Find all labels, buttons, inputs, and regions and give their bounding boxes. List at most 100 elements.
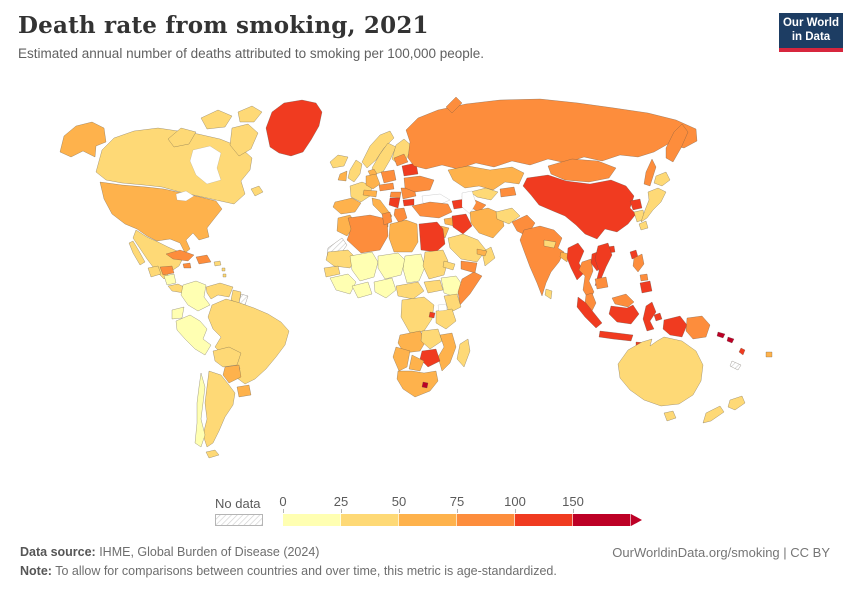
- new-zealand-south[interactable]: [702, 405, 725, 424]
- country-zimbabwe[interactable]: [419, 348, 441, 368]
- country-hungary[interactable]: [389, 191, 402, 199]
- country-venezuela[interactable]: [205, 282, 234, 300]
- legend-bin-150[interactable]: 150: [562, 494, 631, 526]
- tierra-del-fuego[interactable]: [205, 449, 220, 459]
- country-cambodia[interactable]: [594, 276, 609, 290]
- country-libya[interactable]: [388, 219, 419, 253]
- country-newfoundland[interactable]: [250, 185, 264, 197]
- country-north-korea[interactable]: [629, 198, 643, 211]
- country-peru[interactable]: [175, 314, 212, 356]
- legend-bin-100[interactable]: 100: [504, 494, 573, 526]
- country-bangladesh[interactable]: [559, 251, 570, 263]
- country-jamaica[interactable]: [182, 262, 192, 269]
- australia-tasmania[interactable]: [663, 410, 677, 422]
- country-uae[interactable]: [476, 248, 488, 257]
- philippines-mindanao[interactable]: [639, 280, 653, 294]
- country-serbia-balkans[interactable]: [388, 197, 401, 209]
- country-malaysia-peninsula[interactable]: [584, 292, 597, 312]
- arctic-island-1[interactable]: [167, 127, 197, 148]
- country-puerto-rico[interactable]: [213, 260, 222, 267]
- country-lesotho[interactable]: [421, 381, 429, 389]
- owid-logo[interactable]: Our World in Data: [779, 13, 843, 52]
- legend-colorbar[interactable]: 0 25 50 75 100 150: [279, 494, 631, 526]
- owid-link[interactable]: OurWorldinData.org/smoking | CC BY: [612, 545, 830, 560]
- country-egypt[interactable]: [418, 221, 446, 253]
- country-germany[interactable]: [365, 173, 381, 190]
- country-iran[interactable]: [469, 207, 505, 239]
- legend-bin-50[interactable]: 50: [392, 494, 457, 526]
- country-ecuador[interactable]: [171, 306, 185, 320]
- country-dr-congo[interactable]: [400, 296, 435, 334]
- country-mongolia[interactable]: [547, 158, 617, 183]
- country-guatemala[interactable]: [147, 265, 162, 278]
- country-eritrea[interactable]: [442, 260, 456, 271]
- lesser-antilles[interactable]: [221, 267, 227, 278]
- country-argentina[interactable]: [202, 370, 236, 448]
- country-south-africa[interactable]: [396, 370, 439, 398]
- philippines-luzon[interactable]: [632, 253, 645, 273]
- philippines-visayas[interactable]: [639, 273, 649, 282]
- country-kyrgyzstan-tajikistan[interactable]: [499, 186, 517, 198]
- indonesia-west-papua[interactable]: [662, 315, 688, 338]
- indonesia-maluku[interactable]: [653, 312, 663, 322]
- country-czechia-slovakia[interactable]: [378, 182, 395, 192]
- country-saudi-arabia[interactable]: [447, 233, 487, 263]
- malaysia-borneo[interactable]: [611, 293, 635, 308]
- country-zambia[interactable]: [420, 328, 443, 350]
- country-colombia[interactable]: [180, 280, 211, 312]
- country-south-sudan[interactable]: [423, 279, 444, 294]
- arctic-island-2[interactable]: [200, 109, 233, 130]
- country-kazakhstan[interactable]: [447, 165, 525, 191]
- country-ukraine[interactable]: [403, 175, 435, 193]
- japan-honshu[interactable]: [640, 187, 667, 223]
- country-afghanistan[interactable]: [495, 207, 521, 225]
- country-mexico-baja[interactable]: [128, 240, 146, 266]
- arctic-island-3[interactable]: [237, 105, 263, 123]
- arctic-island-baffin[interactable]: [229, 123, 259, 157]
- country-russia[interactable]: [405, 98, 698, 170]
- country-paraguay[interactable]: [222, 364, 242, 384]
- no-data-swatch[interactable]: [215, 514, 263, 526]
- country-papua-new-guinea[interactable]: [685, 315, 711, 340]
- country-sri-lanka[interactable]: [544, 288, 553, 300]
- legend-bin-25[interactable]: 25: [334, 494, 399, 526]
- japan-kyushu[interactable]: [638, 220, 649, 231]
- country-united-kingdom[interactable]: [347, 159, 363, 183]
- country-cameroon-car[interactable]: [395, 281, 425, 300]
- country-norway[interactable]: [361, 130, 395, 169]
- country-india[interactable]: [519, 225, 565, 297]
- country-bulgaria[interactable]: [402, 198, 415, 207]
- country-vanuatu[interactable]: [738, 347, 746, 356]
- country-namibia[interactable]: [392, 346, 411, 372]
- country-madagascar[interactable]: [456, 338, 471, 368]
- country-honduras[interactable]: [159, 265, 175, 276]
- japan-hokkaido[interactable]: [653, 171, 671, 187]
- country-mauritania[interactable]: [325, 249, 357, 269]
- country-guinea-region[interactable]: [329, 273, 357, 295]
- indonesia-sulawesi[interactable]: [642, 301, 657, 332]
- legend-bin-75[interactable]: 75: [450, 494, 515, 526]
- country-poland[interactable]: [380, 169, 397, 184]
- indonesia-java[interactable]: [598, 330, 634, 342]
- country-sudan[interactable]: [422, 249, 449, 280]
- country-canada[interactable]: [95, 127, 253, 205]
- country-iceland[interactable]: [329, 154, 349, 169]
- russia-novaya-zemlya[interactable]: [445, 96, 463, 114]
- legend-bin-0[interactable]: 0: [279, 494, 341, 526]
- country-tanzania[interactable]: [435, 308, 457, 330]
- country-spain-portugal[interactable]: [332, 197, 362, 215]
- country-austria-switzerland[interactable]: [362, 189, 378, 198]
- russia-kamchatka[interactable]: [665, 123, 689, 163]
- country-bolivia[interactable]: [212, 346, 242, 368]
- country-nicaragua[interactable]: [163, 273, 177, 286]
- country-alaska[interactable]: [59, 121, 107, 158]
- country-chad[interactable]: [402, 253, 426, 284]
- country-niger[interactable]: [377, 252, 406, 280]
- country-ghana-ivory-coast[interactable]: [351, 281, 373, 299]
- country-cuba[interactable]: [165, 249, 195, 262]
- country-chile[interactable]: [194, 372, 206, 448]
- country-fiji[interactable]: [765, 351, 773, 358]
- country-australia[interactable]: [617, 336, 704, 407]
- country-turkey[interactable]: [411, 201, 453, 219]
